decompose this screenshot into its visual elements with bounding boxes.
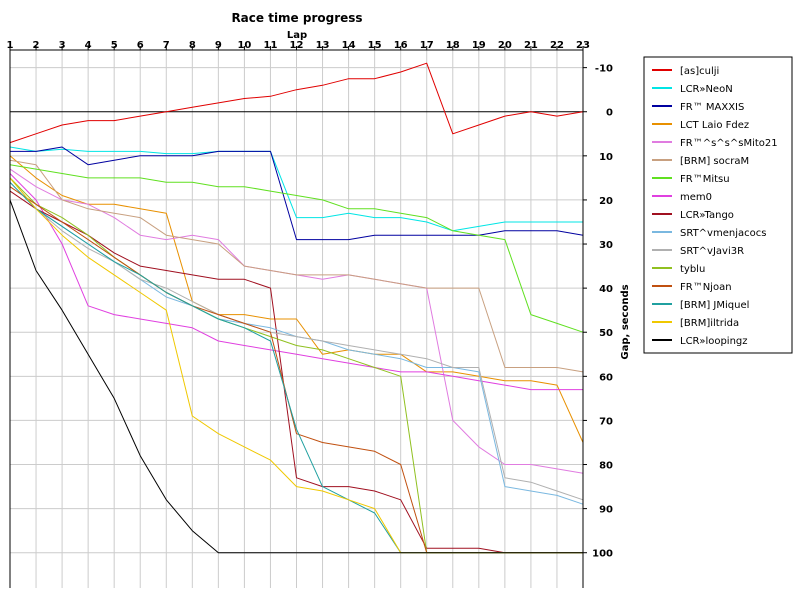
legend-entry: FR™Njoan	[680, 282, 732, 293]
x-axis-label: Lap	[287, 30, 307, 41]
x-tick-label: 10	[237, 40, 251, 51]
x-tick-label: 15	[368, 40, 382, 51]
x-tick-label: 13	[316, 40, 330, 51]
x-tick-label: 19	[472, 40, 486, 51]
x-tick-label: 1	[7, 40, 14, 51]
x-tick-label: 9	[215, 40, 222, 51]
x-tick-label: 6	[137, 40, 144, 51]
x-tick-label: 21	[524, 40, 538, 51]
x-tick-label: 11	[263, 40, 277, 51]
y-tick-label: 70	[599, 416, 613, 427]
x-tick-label: 17	[420, 40, 434, 51]
legend-entry: [BRM] JMiquel	[680, 300, 749, 311]
series-line	[9, 146, 583, 232]
axes: 1 2 3 4 5 6 7 8 9 10 11 12 13 14 15 16 17 18 19 20 21 22 23-10…	[7, 40, 613, 588]
x-tick-label: 7	[163, 40, 170, 51]
x-tick-label: 16	[394, 40, 408, 51]
series-line	[9, 155, 584, 443]
x-tick-label: 22	[550, 40, 564, 51]
x-tick-label: 2	[33, 40, 40, 51]
y-tick-label: 80	[599, 461, 613, 472]
legend-entry: mem0	[680, 192, 712, 203]
legend-entry: LCR»Tango	[680, 210, 734, 221]
legend: [as]culji LCR»NeoN FR™ MAXXIS LCT Laio Fdez…	[643, 56, 793, 354]
x-tick-label: 20	[498, 40, 512, 51]
x-tick-label: 8	[189, 40, 196, 51]
series-line	[9, 181, 584, 501]
series-line	[10, 146, 584, 241]
series-line	[9, 199, 583, 554]
chart-title: Race time progress	[231, 11, 362, 25]
legend-entry: SRT^vmenjacocs	[680, 228, 766, 239]
legend-entry: FR™Mitsu	[680, 174, 730, 185]
series-line	[9, 159, 584, 373]
y-tick-label: 60	[599, 372, 613, 383]
legend-entry: [as]culji	[680, 66, 719, 77]
x-tick-label: 23	[576, 40, 590, 51]
legend-entry: FR™^s^s^sMito21	[680, 138, 778, 149]
series-line	[9, 164, 584, 333]
y-tick-label: 0	[606, 108, 613, 119]
x-tick-label: 3	[59, 40, 66, 51]
y-tick-label: 40	[599, 284, 613, 295]
x-tick-label: 12	[290, 40, 304, 51]
y-tick-label: 20	[599, 196, 613, 207]
series-line	[9, 62, 584, 144]
legend-entry: [BRM] socraM	[680, 156, 749, 167]
y-tick-label: 30	[599, 240, 613, 251]
y-tick-label: 50	[599, 328, 613, 339]
x-tick-label: 4	[85, 40, 92, 51]
legend-entry: SRT^vJavi3R	[680, 246, 744, 257]
series-line	[9, 190, 583, 554]
legend-entry: FR™ MAXXIS	[680, 102, 744, 113]
x-tick-label: 18	[446, 40, 460, 51]
series-lines	[9, 62, 584, 554]
y-tick-label: 90	[599, 505, 613, 516]
legend-entry: tyblu	[680, 264, 705, 275]
legend-entry: LCT Laio Fdez	[680, 120, 749, 131]
legend-entry: LCR»loopingz	[680, 336, 748, 347]
series-line	[9, 173, 583, 391]
x-tick-label: 5	[111, 40, 118, 51]
legend-entry: [BRM]iltrida	[680, 318, 739, 329]
x-tick-label: 14	[342, 40, 356, 51]
y-tick-label: 10	[599, 152, 613, 163]
y-axis-label: Gap, seconds	[620, 284, 631, 359]
y-tick-label: -10	[595, 64, 613, 75]
y-tick-label: 100	[592, 549, 613, 560]
legend-entry: LCR»NeoN	[680, 84, 733, 95]
